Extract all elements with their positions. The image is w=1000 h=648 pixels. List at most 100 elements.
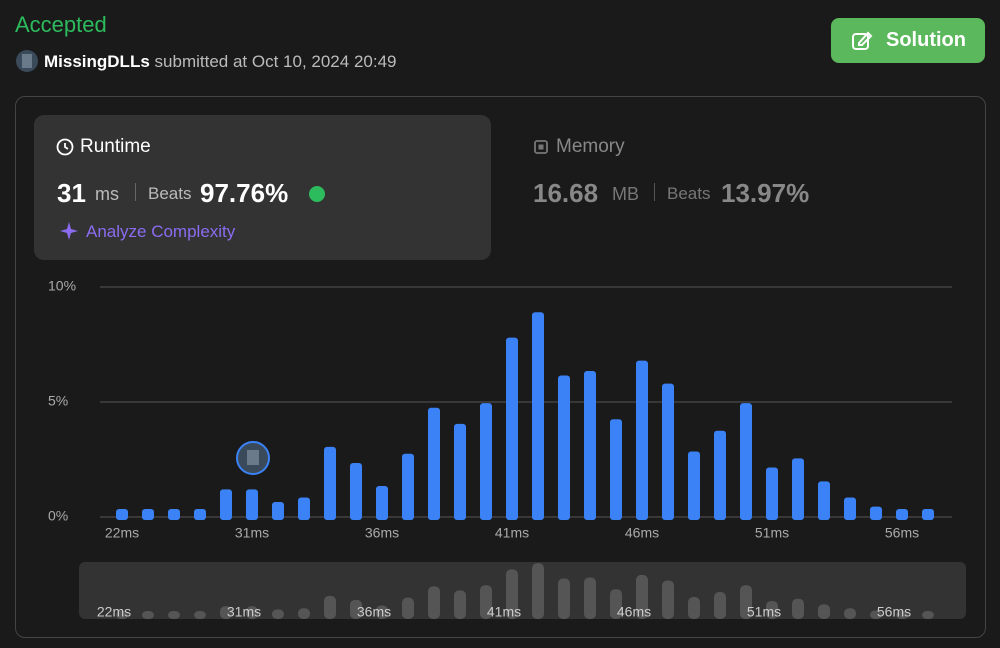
overview-bar: [194, 611, 206, 619]
bar: [688, 451, 700, 520]
runtime-box[interactable]: Runtime 31 ms Beats 97.76% Analyze Compl…: [34, 115, 491, 260]
solution-button[interactable]: Solution: [831, 18, 985, 63]
bar: [194, 508, 206, 520]
bar: [246, 489, 258, 520]
bar: [142, 508, 154, 520]
status: Accepted: [15, 12, 107, 37]
divider: [135, 183, 136, 201]
y-tick-label: 5%: [48, 393, 68, 409]
bar: [662, 383, 674, 520]
bar: [116, 508, 128, 520]
overview-bar: [116, 611, 128, 619]
bar: [480, 403, 492, 520]
overview-bar: [714, 592, 726, 619]
overview-bar: [376, 605, 388, 619]
runtime-value: 31: [57, 178, 86, 208]
overview-tick-label: 36ms: [357, 604, 391, 620]
bar: [714, 430, 726, 520]
bar: [636, 360, 648, 520]
bar: [272, 502, 284, 520]
memory-title: Memory: [556, 136, 625, 157]
card: [15, 96, 986, 638]
overview-bar: [740, 585, 752, 619]
overview-tick-label: 31ms: [227, 604, 261, 620]
overview-bar: [636, 574, 648, 619]
overview-bar: [428, 586, 440, 619]
bar: [454, 423, 466, 520]
x-tick-label: 22ms: [105, 525, 139, 541]
overview-bar: [688, 597, 700, 619]
overview-tick-label: 56ms: [877, 604, 911, 620]
bar: [506, 337, 518, 520]
clap-icon: [309, 186, 325, 202]
memory-beats-label: Beats: [667, 184, 711, 203]
runtime-unit: ms: [95, 184, 119, 204]
overview-bar: [610, 589, 622, 619]
overview-bar: [558, 578, 570, 619]
x-tick-label: 46ms: [625, 525, 659, 541]
divider: [654, 183, 655, 201]
bar: [792, 458, 804, 520]
overview-bar: [272, 609, 284, 619]
bar: [532, 312, 544, 520]
memory-value: 16.68: [533, 178, 599, 208]
bar: [584, 370, 596, 520]
x-tick-label: 56ms: [885, 525, 919, 541]
overview-bar: [870, 610, 882, 619]
bar: [922, 508, 934, 520]
edit-icon: [852, 31, 873, 50]
bar: [740, 403, 752, 520]
overview-bar: [298, 608, 310, 619]
bar: [402, 453, 414, 520]
overview-bar: [246, 606, 258, 619]
chip-icon: [534, 140, 548, 154]
overview-track[interactable]: [79, 562, 966, 619]
overview-tick-label: 46ms: [617, 604, 651, 620]
bar: [870, 506, 882, 520]
overview-bar: [220, 606, 232, 619]
bar: [376, 485, 388, 520]
bar: [558, 375, 570, 520]
user-marker: [236, 441, 270, 475]
analyze-link[interactable]: Analyze Complexity: [86, 222, 236, 241]
overview-bar: [584, 577, 596, 619]
user-avatar: [247, 450, 259, 465]
sparkle-icon: [60, 222, 78, 240]
user[interactable]: MissingDLLs: [44, 52, 150, 71]
overview-tick-label: 22ms: [97, 604, 131, 620]
submitted: submitted at: [154, 52, 248, 71]
header-line: MissingDLLs submitted at Oct 10, 2024 20…: [44, 52, 396, 72]
overview-bar: [480, 585, 492, 619]
overview-bar: [142, 611, 154, 619]
beats-label: Beats: [148, 184, 192, 203]
overview-bar: [454, 590, 466, 619]
overview-tick-label: 41ms: [487, 604, 521, 620]
overview-bar: [350, 599, 362, 619]
overview-bar: [532, 563, 544, 619]
clock-icon: [56, 138, 74, 156]
runtime-title: Runtime: [80, 136, 151, 157]
overview-bar: [896, 611, 908, 619]
bar: [168, 508, 180, 520]
bar: [766, 467, 778, 520]
overview-tick-label: 51ms: [747, 604, 781, 620]
overview-bar: [766, 600, 778, 619]
bar: [298, 497, 310, 520]
overview-bar: [922, 611, 934, 619]
overview-bar: [506, 569, 518, 619]
overview-bar: [662, 580, 674, 619]
overview-bar: [792, 598, 804, 619]
overview-bar: [818, 604, 830, 619]
bar: [350, 462, 362, 520]
bar: [818, 481, 830, 520]
beats-value: 97.76%: [200, 178, 289, 208]
memory-unit: MB: [612, 184, 639, 204]
bar: [896, 508, 908, 520]
bar: [220, 489, 232, 520]
overview-bar: [402, 597, 414, 619]
overview-bar: [168, 611, 180, 619]
memory-beats: 13.97%: [721, 178, 810, 208]
x-tick-label: 41ms: [495, 525, 529, 541]
